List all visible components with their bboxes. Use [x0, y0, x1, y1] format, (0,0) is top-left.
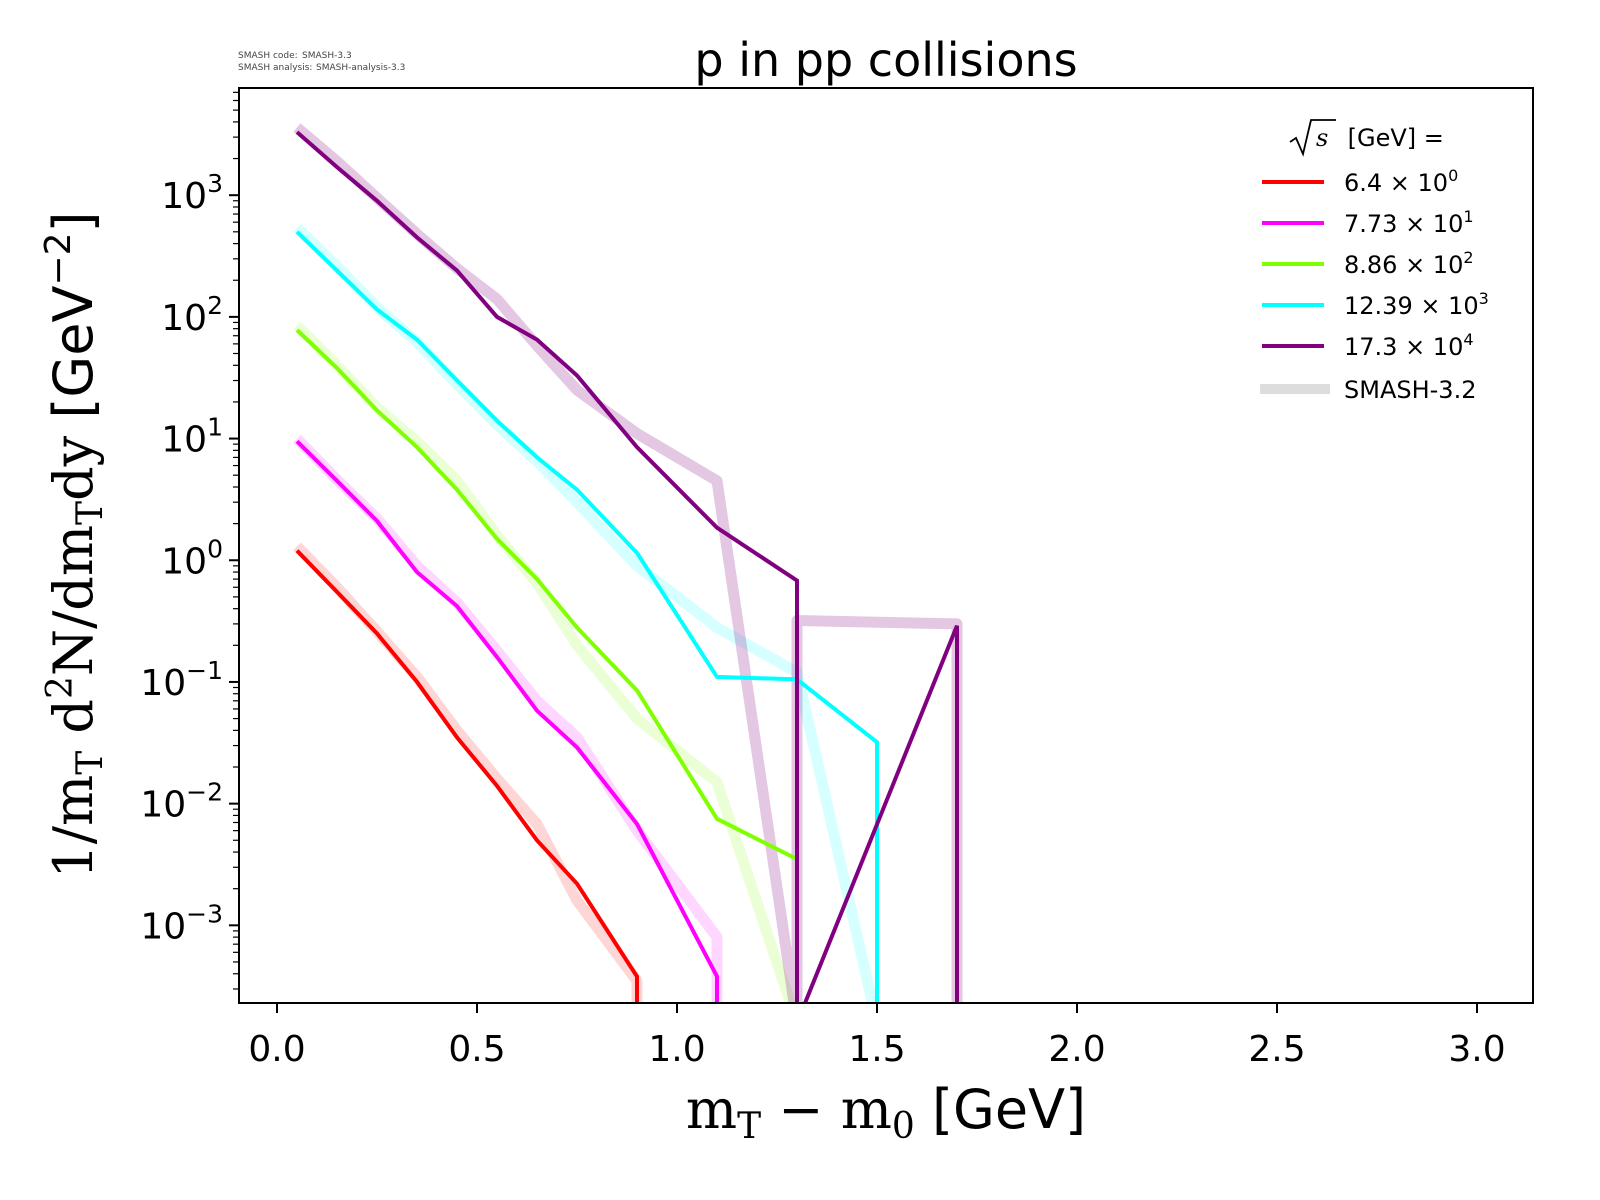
x-tick-label: 0.5: [448, 1029, 505, 1070]
x-tick-label: 2.0: [1048, 1029, 1105, 1070]
legend-entry: 7.73 × 101: [1262, 207, 1474, 238]
series-lines: [295, 130, 959, 1003]
series-line-0: [295, 549, 639, 1003]
y-tick-label: 10−3: [140, 899, 223, 947]
legend-title-text: [GeV] =: [1340, 124, 1444, 152]
y-tick-label: 103: [161, 169, 223, 217]
meta-analysis-value: SMASH-analysis-3.3: [316, 63, 405, 73]
y-axis-label: 1/mT d2N/dmTdy [GeV−2]: [38, 211, 111, 878]
legend-title: s [GeV] =: [1289, 119, 1444, 157]
x-tick-label: 3.0: [1448, 1029, 1505, 1070]
series-line-4: [295, 130, 959, 1003]
reference-line-4: [293, 123, 963, 1003]
reference-line-0: [293, 542, 643, 1003]
y-axis: 103 102 101 100 10−1 10−2 10−3: [140, 91, 239, 990]
chart-title: p in pp collisions: [694, 33, 1077, 87]
reference-line-3: [293, 223, 879, 1003]
legend-entry: 17.3 × 104: [1262, 330, 1474, 361]
series-line-3: [295, 230, 879, 1003]
meta-analysis-label: SMASH analysis:: [238, 63, 312, 73]
legend-entry: 6.4 × 100: [1262, 166, 1458, 197]
legend-label: 12.39 × 103: [1344, 289, 1489, 320]
series-line-1: [295, 439, 719, 1003]
x-tick-label: 0.0: [248, 1029, 305, 1070]
legend: s [GeV] = 6.4 × 100 7.73 × 101 8.86 × 102 1…: [1260, 119, 1489, 404]
axes-frame: [238, 87, 1534, 1004]
x-tick-label: 1.0: [648, 1029, 705, 1070]
sqrt-symbol-icon: [1289, 119, 1336, 157]
legend-label: 8.86 × 102: [1344, 248, 1474, 279]
legend-entry: 8.86 × 102: [1262, 248, 1474, 279]
x-tick-label: 2.5: [1248, 1029, 1305, 1070]
legend-label: 7.73 × 101: [1344, 207, 1474, 238]
legend-title-sqrt-arg: s: [1316, 124, 1328, 152]
y-tick-label: 101: [161, 413, 223, 461]
legend-label: 6.4 × 100: [1344, 166, 1458, 197]
x-axis-label: mT − m0 [GeV]: [686, 1078, 1086, 1147]
reference-line-2: [293, 321, 797, 1003]
y-tick-label: 102: [161, 291, 223, 339]
series-line-2: [295, 328, 799, 1003]
legend-entry: 12.39 × 103: [1262, 289, 1489, 320]
y-tick-label: 10−2: [140, 778, 223, 826]
y-tick-label: 10−1: [140, 656, 223, 704]
meta-code-label: SMASH code:: [238, 51, 298, 61]
legend-label: 17.3 × 104: [1344, 330, 1474, 361]
x-axis: 0.0 0.5 1.0 1.5 2.0 2.5 3.0: [248, 1003, 1506, 1070]
y-tick-label: 100: [161, 534, 223, 582]
meta-code-value: SMASH-3.3: [302, 51, 352, 61]
reference-lines: [293, 123, 963, 1003]
x-tick-label: 1.5: [848, 1029, 905, 1070]
legend-label-reference: SMASH-3.2: [1344, 376, 1476, 404]
